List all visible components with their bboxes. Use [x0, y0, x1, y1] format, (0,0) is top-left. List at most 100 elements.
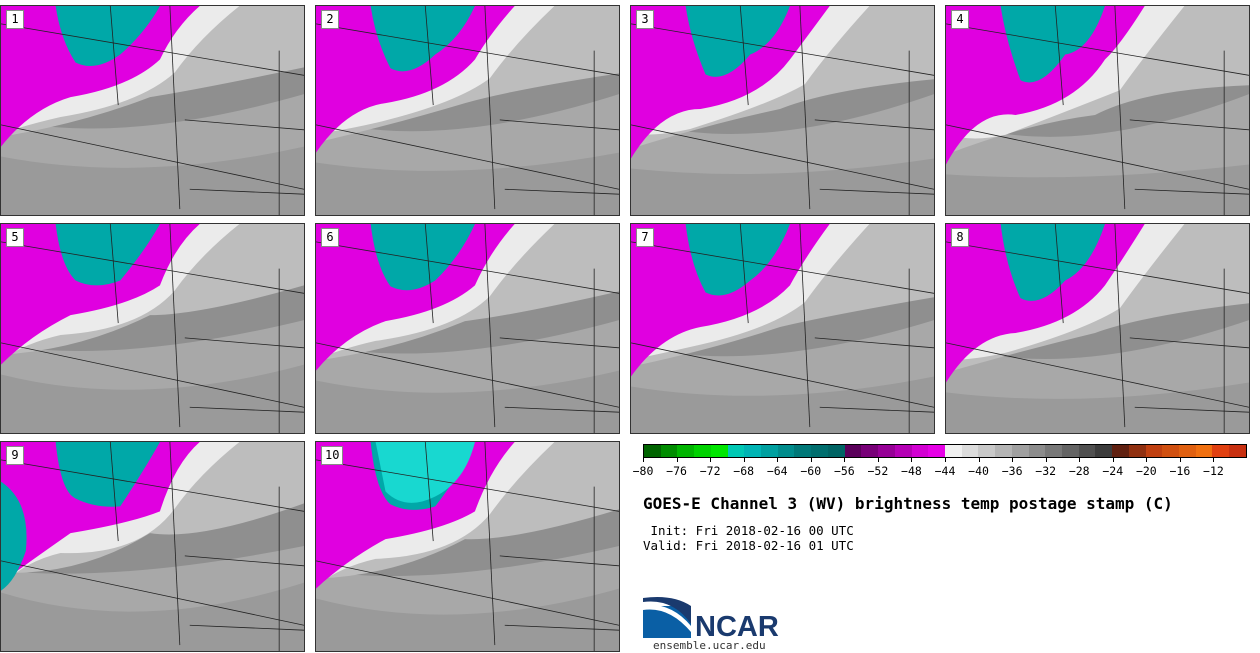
- colorbar-tick-label: −12: [1203, 464, 1224, 478]
- colorbar-tick-label: −80: [632, 464, 654, 478]
- colorbar-tick: [1179, 458, 1181, 462]
- stamp-panel: 3: [630, 5, 935, 216]
- colorbar-swatch: [1045, 445, 1062, 457]
- stamp-panel: 5: [0, 223, 305, 434]
- valid-time: Valid: Fri 2018-02-16 01 UTC: [643, 538, 854, 553]
- colorbar-tick: [1079, 458, 1081, 462]
- colorbar-swatch: [660, 445, 678, 457]
- colorbar-tick: [844, 458, 846, 462]
- stamp-panel: 9: [0, 441, 305, 652]
- colorbar-swatch: [827, 445, 845, 457]
- panel-number: 8: [951, 228, 969, 247]
- colorbar-ticks: −80 −76 −72 −68 −64 −60 −56 −52 −48 −44 −40 −36 −32−…: [633, 458, 1247, 482]
- colorbar-swatch: [677, 445, 695, 457]
- colorbar-tick-label: −28: [1068, 464, 1090, 478]
- website-url: ensemble.ucar.edu: [653, 639, 766, 652]
- colorbar-swatch: [1162, 445, 1179, 457]
- colorbar-tick-label: −76: [666, 464, 687, 478]
- colorbar-tick-label: −20: [1135, 464, 1157, 478]
- colorbar-tick-label: −16: [1169, 464, 1191, 478]
- colorbar-swatch: [694, 445, 711, 457]
- colorbar-tick: [1213, 458, 1215, 462]
- ncar-logo: NCAR: [643, 597, 779, 641]
- colorbar-tick: [945, 458, 946, 462]
- colorbar-tick-label: −68: [733, 464, 755, 478]
- colorbar: [643, 444, 1247, 458]
- colorbar-swatch: [1095, 445, 1113, 457]
- panel-number: 7: [636, 228, 654, 247]
- colorbar-tick: [1146, 458, 1148, 462]
- stamp-panel: 2: [315, 5, 620, 216]
- colorbar-swatch: [794, 445, 812, 457]
- colorbar-swatch: [1078, 445, 1096, 457]
- colorbar-swatch: [878, 445, 895, 457]
- panel-number: 6: [321, 228, 339, 247]
- colorbar-swatch: [1112, 445, 1129, 457]
- colorbar-swatch: [911, 445, 929, 457]
- colorbar-swatch: [777, 445, 795, 457]
- stamp-panel: 4: [945, 5, 1250, 216]
- panel-number: 2: [321, 10, 339, 29]
- panel-number: 10: [321, 446, 344, 465]
- colorbar-tick: [1112, 458, 1114, 462]
- colorbar-tick: [978, 458, 980, 462]
- colorbar-swatch: [961, 445, 979, 457]
- colorbar-swatch: [710, 445, 728, 457]
- init-time: Init: Fri 2018-02-16 00 UTC: [643, 523, 854, 538]
- colorbar-swatch: [644, 445, 661, 457]
- colorbar-swatch: [727, 445, 745, 457]
- colorbar-tick: [777, 458, 779, 462]
- colorbar-tick-label: −72: [699, 464, 721, 478]
- stamp-panel: 7: [630, 223, 935, 434]
- colorbar-swatch: [861, 445, 879, 457]
- colorbar-tick: [676, 458, 678, 462]
- stamp-panel: 10: [315, 441, 620, 652]
- colorbar-swatch: [1145, 445, 1163, 457]
- colorbar-swatch: [1195, 445, 1213, 457]
- colorbar-swatch: [811, 445, 828, 457]
- colorbar-tick-label: −36: [1001, 464, 1023, 478]
- colorbar-swatch: [1179, 445, 1196, 457]
- ncar-logo-text: NCAR: [695, 611, 779, 641]
- panel-number: 4: [951, 10, 969, 29]
- colorbar-swatch: [1229, 445, 1246, 457]
- colorbar-swatch: [928, 445, 945, 457]
- colorbar-tick: [710, 458, 712, 462]
- colorbar-swatch: [1061, 445, 1079, 457]
- colorbar-swatch: [894, 445, 912, 457]
- colorbar-tick: [1045, 458, 1047, 462]
- figure-title: GOES-E Channel 3 (WV) brightness temp po…: [643, 494, 1173, 513]
- colorbar-tick-label: −52: [867, 464, 889, 478]
- colorbar-tick-label: −48: [901, 464, 922, 478]
- colorbar-swatch: [844, 445, 862, 457]
- colorbar-tick-label: −56: [833, 464, 855, 478]
- colorbar-swatch: [978, 445, 996, 457]
- stamp-panel: 1: [0, 5, 305, 216]
- panel-number: 3: [636, 10, 654, 29]
- colorbar-tick: [877, 458, 879, 462]
- colorbar-tick-label: −24: [1102, 464, 1124, 478]
- colorbar-tick-label: −44: [934, 464, 956, 478]
- colorbar-tick: [810, 458, 812, 462]
- stamp-panel: 6: [315, 223, 620, 434]
- colorbar-tick: [1012, 458, 1014, 462]
- colorbar-swatch: [995, 445, 1012, 457]
- colorbar-tick-label: −64: [766, 464, 788, 478]
- colorbar-tick-label: −40: [968, 464, 989, 478]
- colorbar-swatch: [1128, 445, 1146, 457]
- colorbar-swatch: [761, 445, 778, 457]
- colorbar-tick: [911, 458, 913, 462]
- stamp-panel: 8: [945, 223, 1250, 434]
- colorbar-tick: [743, 458, 745, 462]
- panel-number: 5: [6, 228, 24, 247]
- colorbar-swatch: [744, 445, 762, 457]
- colorbar-tick-label: −60: [800, 464, 822, 478]
- panel-number: 9: [6, 446, 24, 465]
- colorbar-swatch: [1028, 445, 1046, 457]
- colorbar-swatch: [1212, 445, 1230, 457]
- colorbar-tick-label: −32: [1035, 464, 1057, 478]
- colorbar-swatch: [944, 445, 962, 457]
- colorbar-tick: [643, 458, 644, 462]
- colorbar-swatch: [1011, 445, 1029, 457]
- panel-number: 1: [6, 10, 24, 29]
